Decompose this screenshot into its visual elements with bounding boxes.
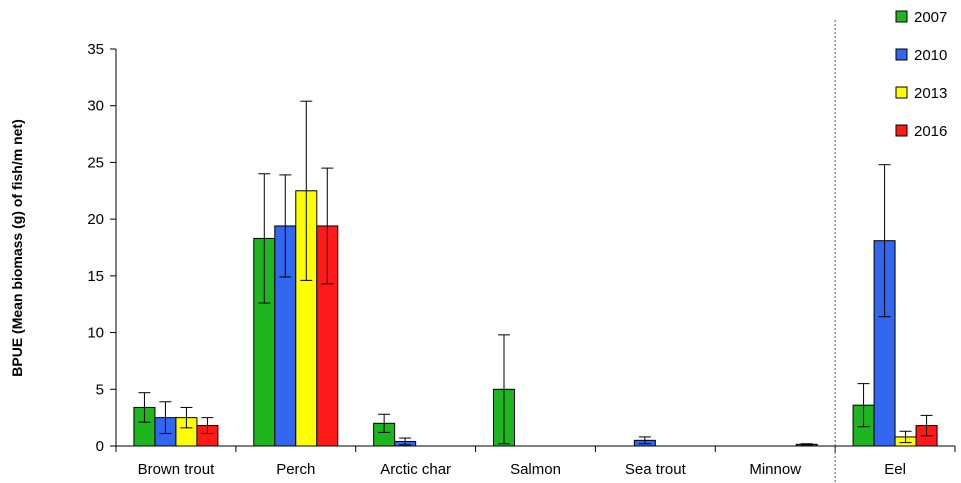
bar-marks (133, 190, 938, 447)
y-tick-label: 35 (87, 41, 104, 58)
y-axis-label: BPUE (Mean biomass (g) of fish/m net) (9, 119, 25, 376)
x-tick-label: Sea trout (625, 461, 687, 478)
axes: 0 5 10 15 20 25 30 35 Brown trout Perch Arctic cha… (87, 20, 956, 483)
legend-label-2007: 2007 (914, 9, 947, 26)
legend-swatch-2013 (895, 86, 908, 99)
legend-label-2013: 2013 (914, 85, 947, 102)
x-tick-label: Brown trout (138, 461, 216, 478)
legend-label-2016: 2016 (914, 123, 947, 140)
legend-swatch-2016 (895, 124, 908, 137)
y-tick-label: 30 (87, 98, 104, 115)
x-tick-label: Minnow (749, 461, 801, 478)
y-tick-label: 25 (87, 154, 104, 171)
legend-swatch-2007 (895, 10, 908, 23)
x-tick-label: Arctic char (380, 461, 451, 478)
x-tick-label: Salmon (510, 461, 561, 478)
y-tick-label: 5 (96, 381, 104, 398)
y-tick-label: 15 (87, 268, 104, 285)
y-tick-label: 20 (87, 211, 104, 228)
legend-label-2010: 2010 (914, 47, 947, 64)
legend-swatch-2010 (895, 48, 908, 61)
error-bars (138, 100, 933, 446)
y-tick-label: 10 (87, 325, 104, 342)
y-tick-label: 0 (96, 438, 104, 455)
legend: 2007 2010 2013 2016 (895, 9, 947, 140)
x-tick-label: Eel (884, 461, 906, 478)
x-tick-label: Perch (276, 461, 315, 478)
